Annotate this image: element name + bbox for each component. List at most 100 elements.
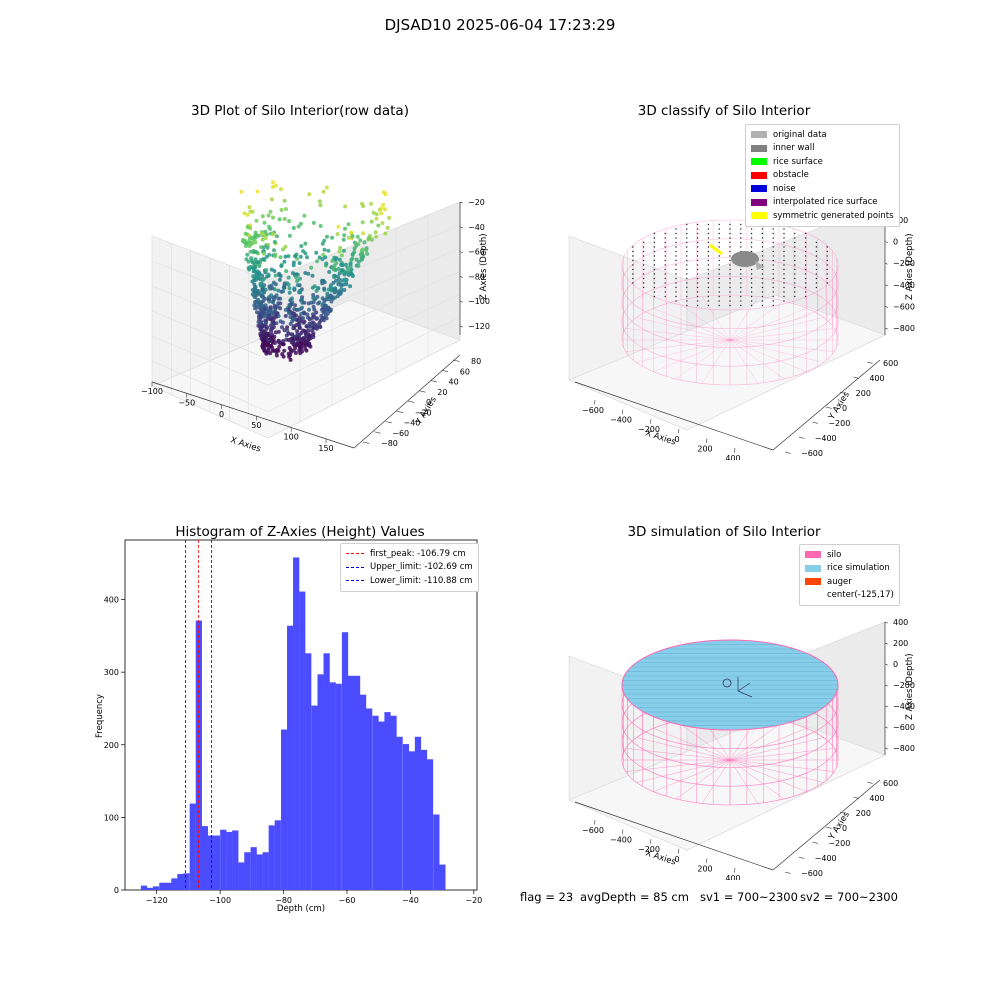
panel4-z-tick-label: −800 xyxy=(893,744,915,753)
panel3-histogram: −120 −100 −80 −60 −40 −20 0 100 200 300 400 Depth… xyxy=(95,539,482,914)
histogram-bar xyxy=(171,878,178,890)
legend-label: silo xyxy=(827,549,842,560)
legend-swatch xyxy=(751,171,767,179)
panel1-z-tick-label: −100 xyxy=(468,297,490,306)
histogram-bar xyxy=(420,749,428,890)
panel2-legend-entry: symmetric generated points xyxy=(751,209,894,223)
panel4-x-tick-label: −400 xyxy=(610,836,632,845)
panel2-x-axis-line xyxy=(574,381,774,451)
legend-swatch xyxy=(805,578,821,586)
panel1-z-axis-label: Z Axies (Depth) xyxy=(479,233,489,300)
panel1-x-tick-label: 150 xyxy=(318,444,333,453)
histogram-bar xyxy=(390,715,397,890)
panel2-y-tick-label: 200 xyxy=(856,389,871,398)
histogram-bar xyxy=(341,632,349,890)
panel4-3d-plot: −600 −400 −200 0 200 400 −600 −400 −200 0 200 400 6… xyxy=(568,618,915,880)
panel2-z-tick-label: −200 xyxy=(893,259,915,268)
histogram-bar xyxy=(262,852,269,890)
panel1-y-tick-label: −20 xyxy=(415,408,432,417)
legend-swatch xyxy=(751,198,767,206)
panel3-legend: first_peak: -106.79 cm Upper_limit: -102.… xyxy=(340,543,479,592)
panel2-y-tick-label: −400 xyxy=(815,434,837,443)
panel4-legend-entry: rice simulation xyxy=(805,562,894,576)
histogram-bar xyxy=(293,557,300,890)
panel4-legend-entry: silo xyxy=(805,548,894,562)
panel4-z-tick-label: 0 xyxy=(893,660,898,669)
histogram-bar xyxy=(220,829,227,890)
panel1-x-axis-label: X Axies xyxy=(229,435,262,454)
panel3-y-tick-label: 300 xyxy=(104,668,119,677)
panel4-x-tick-label: −200 xyxy=(638,845,660,854)
panel3-y-tick-label: 100 xyxy=(104,813,119,822)
histogram-bar xyxy=(274,820,281,890)
histogram-bar xyxy=(372,715,379,890)
panel4-y-axis-line xyxy=(772,779,881,871)
panel4-x-tick-label: 0 xyxy=(674,855,679,864)
panel1-x-tick-label: −50 xyxy=(178,398,195,407)
panel4-legend-entry: auger xyxy=(805,575,894,589)
panel1-y-tick-label: 20 xyxy=(437,388,447,397)
panel2-x-tick-label: 400 xyxy=(725,454,740,460)
legend-label: interpolated rice surface xyxy=(773,197,878,208)
panel4-x-tick-label: 200 xyxy=(697,864,712,873)
histogram-bar xyxy=(268,825,275,890)
panel2-legend-entry: noise xyxy=(751,182,894,196)
histogram-bar xyxy=(317,674,324,890)
legend-label: symmetric generated points xyxy=(773,210,894,221)
legend-swatch xyxy=(751,212,767,220)
panel4-y-tick-label: −200 xyxy=(828,839,850,848)
histogram-bar xyxy=(439,864,446,890)
panel2-3d-plot: −600 −400 −200 0 200 400 −600 −400 −200 0 200 400 6… xyxy=(568,201,915,460)
legend-label: auger xyxy=(827,576,852,587)
histogram-bar xyxy=(311,705,318,890)
panel3-legend-entry: first_peak: -106.79 cm xyxy=(346,547,473,561)
panel1-y-tick-label: −80 xyxy=(381,439,398,448)
inner-wall-points xyxy=(731,251,759,267)
histogram-bar xyxy=(323,653,330,890)
panel2-x-tick-label: −400 xyxy=(610,416,632,425)
panel1-y-tick-label: −60 xyxy=(392,429,409,438)
panel4-x-axis-label: X Axies xyxy=(644,848,677,867)
panel3-x-tick-label: −60 xyxy=(339,896,356,905)
histogram-bar xyxy=(433,814,440,890)
symmetric-points xyxy=(709,243,723,256)
panel4-y-tick-label: −400 xyxy=(815,854,837,863)
histogram-bar xyxy=(335,683,342,890)
panel3-title: Histogram of Z-Axies (Height) Values xyxy=(175,524,425,540)
histogram-bar xyxy=(213,835,221,890)
status-sv1: sv1 = 700~2300 xyxy=(700,890,798,904)
histogram-bar xyxy=(408,751,416,890)
legend-label: rice simulation xyxy=(827,563,890,574)
panel1-z-tick-label: −20 xyxy=(468,198,485,207)
histogram-bar xyxy=(366,708,373,890)
panel4-y-tick-label: 200 xyxy=(856,809,871,818)
panel4-z-tick-label: 200 xyxy=(893,639,908,648)
histogram-bar xyxy=(232,830,239,890)
panel3-x-tick-label: −80 xyxy=(275,896,292,905)
panel1-x-tick-label: 50 xyxy=(251,421,261,430)
histogram-bar xyxy=(165,882,172,890)
histogram-bar xyxy=(140,885,148,890)
panel1-z-tick-label: −40 xyxy=(468,223,485,232)
panel1-z-tick-label: −60 xyxy=(468,248,485,257)
legend-label: noise xyxy=(773,183,796,194)
histogram-bar xyxy=(402,744,410,890)
panel2-legend-entry: obstacle xyxy=(751,169,894,183)
panel1-y-tick-label: 60 xyxy=(460,367,470,376)
status-flag: flag = 23 xyxy=(520,890,574,904)
panel4-z-tick-label: −200 xyxy=(893,681,915,690)
histogram-bar xyxy=(146,887,154,890)
panel3-y-tick-label: 200 xyxy=(104,741,119,750)
histogram-bar xyxy=(378,721,385,890)
panel4-y-tick-label: 600 xyxy=(883,779,898,788)
panel3-x-tick-label: −20 xyxy=(465,896,482,905)
panel2-legend-entry: rice surface xyxy=(751,155,894,169)
histogram-bar xyxy=(207,835,215,890)
panel1-y-tick-label: 80 xyxy=(471,357,481,366)
histogram-bar xyxy=(299,591,306,890)
histogram-bar xyxy=(329,682,336,890)
panel1-y-tick-label: 0 xyxy=(426,398,431,407)
panel4-y-tick-label: 400 xyxy=(869,794,884,803)
panel2-x-tick-label: −200 xyxy=(638,425,660,434)
histogram-bar xyxy=(281,729,288,890)
